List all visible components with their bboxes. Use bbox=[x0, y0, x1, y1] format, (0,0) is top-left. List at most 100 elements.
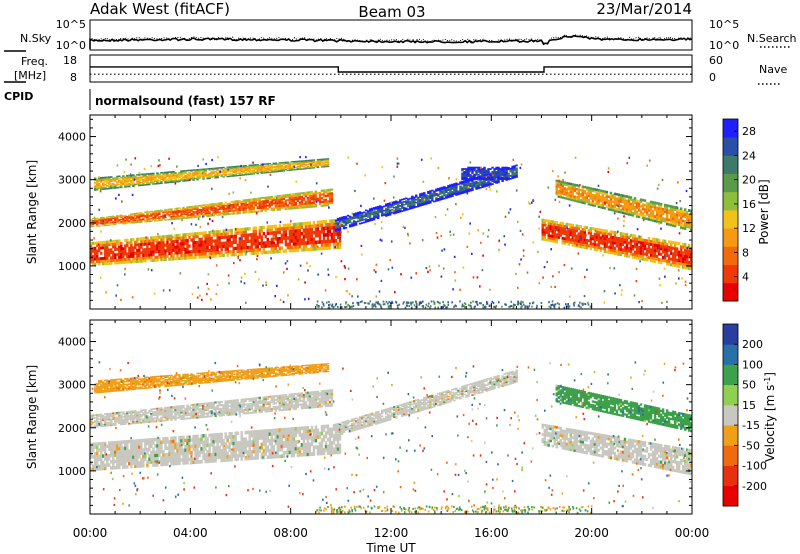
echo-cell bbox=[204, 237, 207, 241]
echo-cell bbox=[216, 242, 219, 246]
echo-cell bbox=[324, 224, 327, 227]
echo-cell bbox=[330, 222, 334, 227]
echo-cell bbox=[128, 260, 131, 264]
echo-cell bbox=[234, 212, 237, 215]
echo-cell bbox=[255, 212, 258, 215]
echo-cell bbox=[212, 206, 215, 208]
echo-cell bbox=[176, 245, 179, 249]
echo-cell bbox=[585, 226, 589, 230]
echo-cell bbox=[290, 235, 294, 240]
echo-cell bbox=[129, 173, 132, 176]
echo-cell bbox=[248, 198, 251, 201]
echo-cell bbox=[638, 301, 640, 304]
echo-cell bbox=[215, 264, 218, 267]
echo-cell bbox=[252, 161, 254, 164]
echo-cell bbox=[124, 215, 127, 217]
echo-cell bbox=[635, 280, 638, 283]
echo-cell bbox=[232, 212, 235, 215]
echo-cell bbox=[92, 260, 95, 264]
echo-cell bbox=[162, 214, 165, 216]
echo-cell bbox=[104, 240, 107, 244]
echo-cell bbox=[471, 252, 473, 255]
echo-cell bbox=[296, 235, 300, 239]
echo-cell bbox=[118, 222, 121, 224]
echo-cell bbox=[103, 245, 106, 248]
echo-cell bbox=[384, 182, 387, 185]
echo-cell bbox=[197, 164, 199, 167]
echo-cell bbox=[156, 210, 159, 212]
echo-cell bbox=[192, 235, 195, 239]
echo-cell bbox=[136, 248, 139, 252]
echo-cell bbox=[286, 242, 290, 247]
echo-cell bbox=[96, 224, 99, 226]
echo-cell bbox=[188, 215, 191, 218]
echo-cell bbox=[272, 231, 276, 235]
echo-cell bbox=[138, 237, 141, 241]
echo-cell bbox=[206, 213, 209, 216]
echo-cell bbox=[98, 220, 101, 222]
echo-cell bbox=[100, 230, 102, 233]
echo-cell bbox=[112, 220, 115, 223]
echo-cell bbox=[224, 204, 227, 207]
echo-cell bbox=[152, 216, 155, 219]
echo-cell bbox=[665, 215, 669, 219]
echo-cell bbox=[201, 298, 203, 301]
echo-cell bbox=[154, 236, 157, 240]
echo-cell bbox=[238, 228, 241, 232]
echo-cell bbox=[314, 247, 318, 251]
echo-cell bbox=[188, 211, 191, 214]
echo-cell bbox=[256, 238, 259, 243]
echo-cell bbox=[174, 218, 177, 220]
echo-cell bbox=[106, 259, 109, 263]
echo-cell bbox=[274, 295, 276, 298]
echo-cell bbox=[435, 231, 438, 235]
echo-cell bbox=[675, 282, 677, 285]
echo-cell bbox=[126, 244, 129, 248]
echo-cell bbox=[188, 244, 191, 248]
echo-cell bbox=[238, 246, 241, 250]
echo-cell bbox=[328, 242, 332, 247]
echo-cell bbox=[130, 254, 133, 258]
echo-cell bbox=[100, 220, 103, 222]
echo-cell bbox=[218, 208, 221, 211]
echo-cell bbox=[292, 222, 296, 227]
echo-cell bbox=[206, 205, 209, 208]
echo-cell bbox=[166, 243, 169, 247]
echo-cell bbox=[310, 231, 314, 235]
echo-cell bbox=[244, 249, 247, 253]
echo-cell bbox=[609, 191, 613, 195]
echo-cell bbox=[226, 244, 229, 248]
echo-cell bbox=[162, 246, 165, 250]
echo-cell bbox=[314, 230, 318, 235]
echo-cell bbox=[198, 216, 201, 218]
echo-cell bbox=[200, 206, 203, 208]
echo-cell bbox=[574, 156, 577, 159]
echo-cell bbox=[98, 222, 101, 224]
echo-cell bbox=[188, 250, 191, 254]
echo-cell bbox=[156, 238, 159, 242]
echo-cell bbox=[274, 234, 278, 238]
echo-cell bbox=[246, 206, 249, 209]
echo-cell bbox=[240, 205, 243, 208]
echo-cell bbox=[254, 199, 257, 202]
echo-cell bbox=[244, 245, 247, 250]
echo-cell bbox=[296, 238, 300, 243]
echo-cell bbox=[130, 216, 133, 219]
echo-cell bbox=[262, 247, 265, 252]
echo-cell bbox=[172, 215, 175, 218]
echo-cell bbox=[338, 225, 342, 229]
echo-cell bbox=[210, 209, 213, 211]
echo-cell bbox=[626, 162, 629, 165]
echo-cell bbox=[102, 217, 105, 220]
echo-cell bbox=[118, 247, 121, 251]
echo-cell bbox=[396, 162, 399, 165]
echo-cell bbox=[206, 237, 209, 241]
echo-cell bbox=[336, 245, 340, 250]
echo-cell bbox=[178, 236, 181, 240]
echo-cell bbox=[613, 267, 616, 270]
echo-cell bbox=[126, 252, 129, 256]
echo-cell bbox=[152, 213, 155, 215]
echo-cell bbox=[170, 248, 173, 252]
echo-cell bbox=[326, 229, 330, 234]
echo-cell bbox=[218, 244, 221, 249]
